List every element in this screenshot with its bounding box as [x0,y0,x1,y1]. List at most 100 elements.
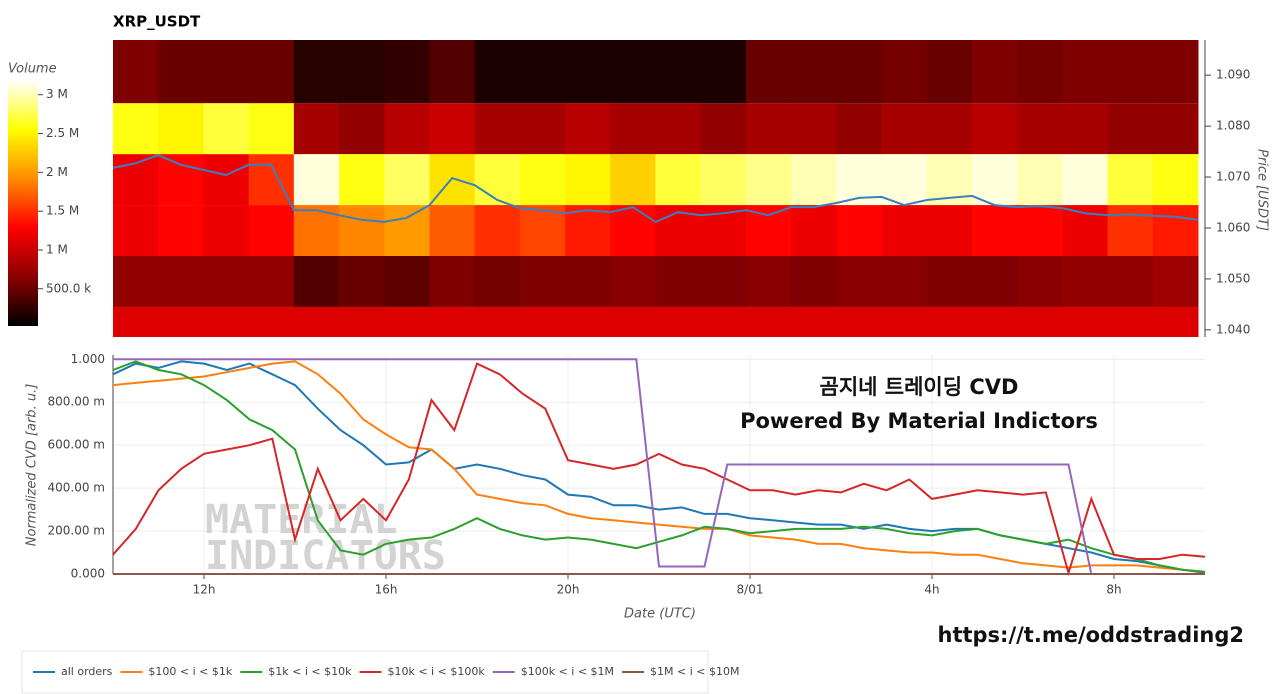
series-line [112,362,1206,577]
heat-cell [339,40,385,104]
heat-cell [926,256,973,307]
heat-cell [565,205,611,256]
heat-cell [655,154,702,206]
x-tick-label: 20h [557,583,580,597]
heat-cell [745,154,792,206]
heat-cell [971,103,1018,155]
heat-cell [1152,306,1199,337]
heat-cell [565,40,611,104]
heat-cell [339,103,385,155]
heat-cell [519,256,566,307]
heat-cell [384,256,430,307]
heat-cell [655,40,702,104]
heat-cell [700,103,747,155]
heat-cell [203,154,250,206]
heat-cell [836,205,883,256]
heat-cell [293,205,340,256]
heat-cell [339,154,385,206]
x-tick-label: 8/01 [737,583,764,597]
heat-cell [158,103,204,155]
heat-cell [293,306,340,337]
heat-cell [384,306,430,337]
heat-cell [791,205,837,256]
heat-cell [203,306,250,337]
heat-cell [339,205,385,256]
link: https://t.me/oddstrading2 [938,623,1245,647]
heat-cell [881,40,928,104]
heat-cell [248,40,295,104]
x-tick-label: 8h [1106,583,1121,597]
y-tick-label: 1.090 [1216,68,1250,82]
legend-label: all orders [61,665,113,678]
heat-cell [1017,154,1063,206]
legend-label: $1k < i < $10k [268,665,352,678]
heat-cell [1017,40,1063,104]
heat-cell [248,306,295,337]
colorbar-label: 500.0 k [46,281,91,295]
heat-cell [158,154,204,206]
heat-cell [565,306,611,337]
heat-cell [429,40,476,104]
heat-cell [791,40,837,104]
heat-cell [881,103,928,155]
heat-cell [474,256,521,307]
colorbar-label: 2 M [46,165,68,179]
heat-cell [971,306,1018,337]
heat-cell [610,306,656,337]
heat-cell [519,205,566,256]
heat-cell [293,256,340,307]
y-tick-label: 1.080 [1216,119,1250,133]
legend-label: $100k < i < $1M [521,665,614,678]
y-tick-label: 200.00 m [48,524,106,538]
heat-cell [745,40,792,104]
heat-cell [610,205,656,256]
heat-cell [113,256,159,307]
heat-cell [1017,103,1063,155]
heat-cell [1062,40,1109,104]
heat-cell [881,205,928,256]
heat-cell [836,306,883,337]
heat-cell [881,256,928,307]
heat-cell [745,256,792,307]
heat-cell [610,154,656,206]
colorbar-label: 2.5 M [46,126,79,140]
heat-cell [158,306,204,337]
heat-cell [926,306,973,337]
heat-cell [519,103,566,155]
y-tick-label: 1.070 [1216,170,1250,184]
chart-title: XRP_USDT [113,13,201,31]
heat-cell [339,306,385,337]
heat-cell [1152,256,1199,307]
y-tick-label: 400.00 m [48,481,106,495]
heat-cell [1152,154,1199,206]
heat-cell [1017,205,1063,256]
heat-cell [203,40,250,104]
heat-cell [519,306,566,337]
heat-cell [700,256,747,307]
heat-cell [429,103,476,155]
series-line [113,358,1205,575]
y-tick-label: 1.040 [1216,322,1250,336]
heat-cell [1017,256,1063,307]
heat-cell [655,256,702,307]
x-axis-label: Date (UTC) [624,607,696,622]
heat-cell [158,205,204,256]
series-line [112,360,1206,573]
heat-cell [293,40,340,104]
heat-cell [519,154,566,206]
heat-cell [745,103,792,155]
heat-cell [384,205,430,256]
heat-cell [700,40,747,104]
heat-cell [248,205,295,256]
colorbar-title: Volume [8,62,57,77]
heat-cell [1152,205,1199,256]
heat-cell [113,154,159,206]
heat-cell [429,306,476,337]
heat-cell [113,306,159,337]
colorbar [8,80,38,326]
heat-cell [1062,154,1109,206]
series-line [112,360,1206,573]
heat-cell [971,154,1018,206]
heat-cell [474,40,521,104]
heat-cell [1107,154,1154,206]
